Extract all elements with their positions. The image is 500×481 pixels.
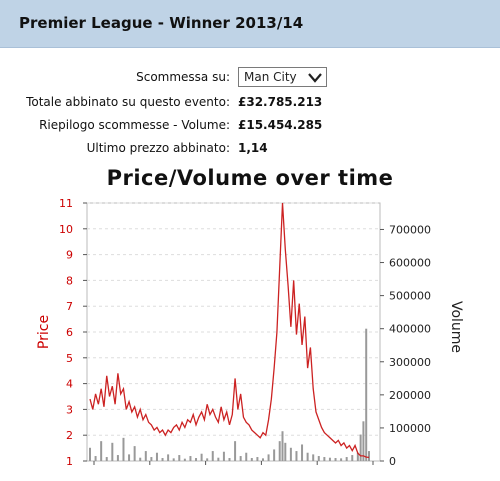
y-tick-label: 9 (66, 249, 73, 262)
volume-bar (139, 457, 142, 461)
volume-bar (368, 451, 370, 461)
chart-title: Price/Volume over time (106, 166, 394, 190)
y-tick-label: 8 (66, 274, 73, 287)
volume-bar (116, 455, 119, 461)
volume-bar (289, 447, 292, 461)
volume-bar (211, 451, 214, 461)
volume-bar (200, 453, 203, 461)
volume-bar (284, 442, 287, 461)
last-price-label: Ultimo prezzo abbinato: (86, 141, 230, 155)
volume-bar (178, 455, 181, 461)
selection-dropdown[interactable]: Man City (238, 67, 327, 87)
volume-bar (295, 451, 298, 461)
y2-tick-label: 500000 (389, 290, 431, 303)
volume-bar (94, 456, 97, 461)
volume-bar (189, 456, 192, 461)
volume-bar (328, 457, 331, 461)
volume-bar (365, 328, 368, 461)
volume-bar (105, 457, 108, 461)
volume-bar (345, 457, 348, 461)
price-line (89, 202, 370, 459)
volume-bar (100, 441, 103, 461)
y2-tick-label: 400000 (389, 323, 431, 336)
volume-bar (267, 454, 270, 461)
volume-bar (128, 454, 131, 461)
volume-bar (278, 441, 281, 461)
total-matched-label: Totale abbinato su questo evento: (26, 95, 230, 109)
y2-tick-label: 200000 (389, 389, 431, 402)
y2-tick-label: 0 (389, 455, 396, 468)
volume-bar (155, 452, 158, 461)
volume-bar (273, 449, 276, 461)
volume-bar (217, 457, 220, 461)
volume-bar (228, 458, 231, 461)
volume-bar (206, 458, 209, 461)
page-title: Premier League - Winner 2013/14 (19, 14, 304, 32)
y-tick-label: 6 (66, 326, 73, 339)
volume-bar (89, 447, 91, 461)
volume-bar (183, 458, 186, 461)
y-tick-label: 4 (66, 378, 73, 391)
volume-bar (351, 455, 354, 461)
y2-tick-label: 300000 (389, 356, 431, 369)
volume-bar (356, 452, 359, 461)
volume-bar (222, 451, 225, 461)
chevron-down-icon[interactable] (308, 72, 322, 84)
volume-summary-label: Riepilogo scommesse - Volume: (39, 118, 230, 132)
volume-bar (281, 431, 284, 461)
volume-bar (359, 434, 362, 461)
volume-bar (306, 452, 309, 461)
volume-bar (161, 458, 164, 461)
volume-summary-value: £15.454.285 (238, 118, 323, 132)
total-matched-value: £32.785.213 (238, 95, 323, 109)
volume-bar (323, 457, 326, 461)
volume-bar (172, 458, 175, 461)
volume-bar (334, 458, 337, 461)
price-volume-chart: 1 2 3 4 5 6 7 8 9 10 11 0 100000 200000 300000 400000 50… (36, 197, 464, 468)
volume-bar (195, 458, 198, 461)
volume-bar (261, 458, 264, 461)
y-tick-label: 5 (66, 352, 73, 365)
y-tick-label: 10 (59, 223, 73, 236)
last-price-value: 1,14 (238, 141, 268, 155)
volume-bar (111, 442, 114, 461)
volume-bar (239, 456, 242, 461)
y-tick-label: 7 (66, 300, 73, 313)
y2-axis-label: Volume (448, 301, 464, 353)
page-header: Premier League - Winner 2013/14 (0, 0, 500, 48)
y-tick-label: 1 (66, 455, 73, 468)
volume-bar (133, 446, 136, 461)
volume-bar (256, 457, 259, 461)
y2-tick-label: 600000 (389, 257, 431, 270)
volume-bar (317, 456, 320, 461)
volume-bar (144, 451, 147, 461)
volume-bar (312, 454, 315, 461)
volume-bar (245, 452, 248, 461)
y2-tick-label: 100000 (389, 422, 431, 435)
y-tick-label: 3 (66, 403, 73, 416)
y2-tick-label: 700000 (389, 223, 431, 236)
volume-bar (301, 444, 304, 461)
volume-bar (250, 458, 253, 461)
y-axis-label: Price (36, 315, 52, 349)
volume-bar (150, 457, 153, 461)
volume-bar (234, 441, 237, 461)
volume-bar (167, 454, 170, 461)
y-tick-label: 11 (59, 197, 73, 210)
selection-dropdown-value: Man City (244, 70, 297, 84)
bet-label: Scommessa su: (136, 70, 230, 84)
volume-bar (122, 437, 125, 461)
volume-bar (340, 458, 343, 461)
y-tick-label: 2 (66, 429, 73, 442)
volume-bar (362, 421, 365, 461)
